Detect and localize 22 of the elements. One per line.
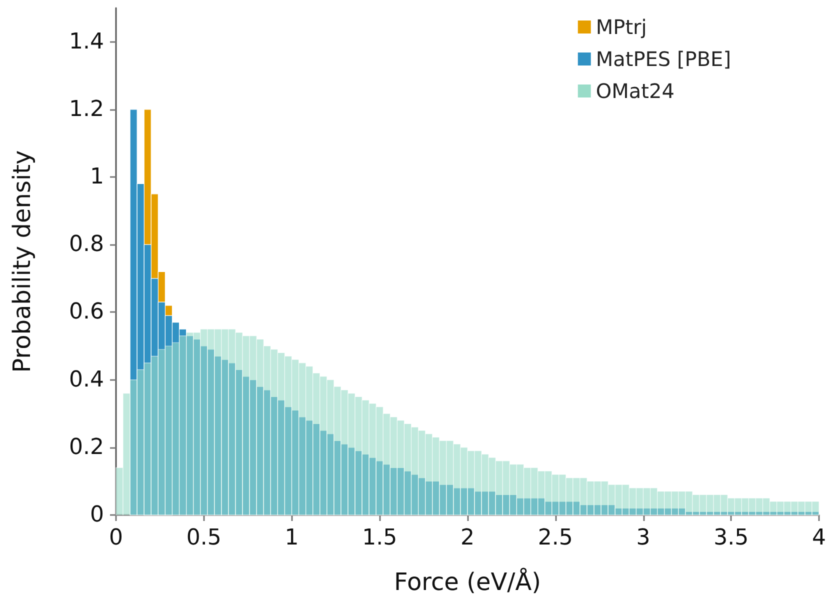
x-tick-label: 2.5 xyxy=(538,526,573,550)
y-tick-label: 1.4 xyxy=(69,29,104,54)
y-tick-label: 0.2 xyxy=(69,434,104,460)
y-tick-label: 1 xyxy=(90,164,104,190)
x-tick-label: 0 xyxy=(109,526,123,550)
x-tick-label: 1 xyxy=(284,526,299,550)
y-axis-title: Probability density xyxy=(8,150,36,373)
x-tick-label: 1.5 xyxy=(362,526,398,550)
legend-label: MPtrj xyxy=(596,15,647,39)
x-tick-label: 3 xyxy=(636,526,650,550)
x-tick-label: 3.5 xyxy=(714,526,749,550)
y-tick-label: 1.2 xyxy=(69,96,104,122)
x-tick-label: 2 xyxy=(460,526,474,550)
legend-label: MatPES [PBE] xyxy=(596,47,732,71)
y-tick-label: 0 xyxy=(90,502,104,528)
x-tick-label: 4 xyxy=(812,526,826,550)
legend-label: OMat24 xyxy=(596,79,674,103)
x-tick-label: 0.5 xyxy=(186,526,222,550)
y-tick-label: 0.8 xyxy=(69,232,104,258)
x-axis-title: Force (eV/Å) xyxy=(394,567,541,596)
y-tick-label: 0.6 xyxy=(69,300,104,325)
y-tick-label: 0.4 xyxy=(69,367,104,392)
